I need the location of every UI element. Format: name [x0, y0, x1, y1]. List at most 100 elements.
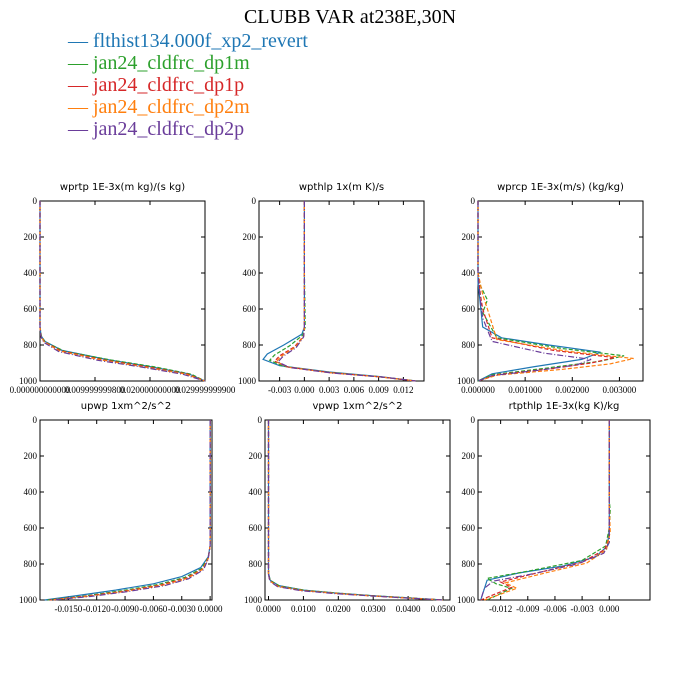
y-tick-label: 1000: [457, 376, 476, 386]
series-line: [47, 420, 211, 601]
legend-label: jan24_cldfrc_dp1p: [93, 74, 245, 96]
series-line: [267, 420, 444, 601]
y-tick-label: 600: [24, 523, 38, 533]
panel-title: upwp 1xm^2/s^2: [81, 401, 171, 412]
y-tick-label: 800: [462, 559, 476, 569]
series-line: [477, 201, 625, 382]
y-tick-label: 1000: [238, 376, 257, 386]
y-tick-label: 0: [471, 415, 476, 425]
chart-panel: rtpthlp 1E-3x(kg K)/kg 0 200 400 600 800 1000 -…: [457, 401, 651, 614]
y-tick-label: 0: [252, 196, 257, 206]
y-tick-label: 200: [24, 232, 38, 242]
x-tick-label: 0.0500: [431, 604, 456, 614]
series-line: [477, 201, 592, 382]
y-tick-label: 200: [24, 451, 38, 461]
x-tick-label: 0.000: [599, 604, 620, 614]
series-line: [277, 201, 416, 382]
series-line: [39, 201, 206, 382]
y-tick-label: 600: [462, 523, 476, 533]
panel-title: rtpthlp 1E-3x(kg K)/kg: [509, 401, 620, 412]
series-line: [268, 201, 416, 382]
legend-label: jan24_cldfrc_dp2p: [93, 118, 245, 140]
panel-title: wpthlp 1x(m K)/s: [299, 182, 384, 193]
figure-title: CLUBB VAR at238E,30N: [243, 6, 457, 28]
legend-label: flthist134.000f_xp2_revert: [93, 30, 308, 52]
y-tick-label: 600: [249, 523, 263, 533]
x-tick-label: -0.0030: [168, 604, 196, 614]
legend: — flthist134.000f_xp2_revert — jan24_cld…: [68, 30, 308, 140]
x-tick-label: 0.0300: [361, 604, 386, 614]
y-tick-label: 1000: [244, 595, 263, 605]
x-tick-label: 0.0000: [198, 604, 223, 614]
y-tick-label: 0: [471, 196, 476, 206]
x-tick-label: 0.002000: [555, 385, 589, 395]
series-line: [53, 420, 211, 601]
legend-item: — jan24_cldfrc_dp2p: [68, 118, 308, 140]
chart-panel: wprtp 1E-3x(m kg)/(s kg) 0 200 400 600 800 100…: [10, 182, 236, 395]
legend-line-icon: —: [68, 96, 88, 118]
panel-frame: [39, 200, 206, 382]
y-tick-label: 0: [33, 196, 38, 206]
series-line: [485, 420, 611, 601]
series-line: [267, 420, 444, 601]
legend-line-icon: —: [68, 30, 88, 52]
y-tick-label: 200: [243, 232, 257, 242]
panel-frame: [258, 200, 425, 382]
series-line: [39, 201, 206, 382]
series-line: [39, 201, 206, 382]
panel-title: wprcp 1E-3x(m/s) (kg/kg): [497, 182, 624, 193]
y-tick-label: 600: [462, 304, 476, 314]
series-line: [39, 201, 206, 382]
legend-line-icon: —: [68, 52, 88, 74]
y-tick-label: 600: [243, 304, 257, 314]
panel-title: vpwp 1xm^2/s^2: [312, 401, 402, 412]
x-tick-label: 0.000000000000: [10, 385, 71, 395]
y-tick-label: 400: [462, 487, 476, 497]
legend-line-icon: —: [68, 74, 88, 96]
x-tick-label: 0.003: [319, 385, 340, 395]
y-tick-label: 200: [462, 451, 476, 461]
x-tick-label: -0.012: [489, 604, 512, 614]
x-tick-label: -0.003: [570, 604, 594, 614]
x-tick-label: 0.009: [369, 385, 390, 395]
series-line: [51, 420, 211, 601]
series-line: [267, 420, 444, 601]
series-line: [267, 420, 444, 601]
y-tick-label: 400: [243, 268, 257, 278]
x-tick-label: 0.0000: [256, 604, 281, 614]
series-line: [477, 201, 601, 382]
x-tick-label: -0.003: [268, 385, 292, 395]
x-tick-label: 0.000: [294, 385, 315, 395]
series-line: [44, 420, 211, 601]
y-tick-label: 400: [249, 487, 263, 497]
series-line: [39, 201, 206, 382]
x-tick-label: 0.009999999800: [65, 385, 126, 395]
y-tick-label: 400: [24, 487, 38, 497]
y-tick-label: 1000: [19, 595, 38, 605]
y-tick-label: 0: [33, 415, 38, 425]
y-tick-label: 800: [462, 340, 476, 350]
x-tick-label: 0.020000000000: [120, 385, 181, 395]
y-tick-label: 0: [258, 415, 263, 425]
y-tick-label: 1000: [457, 595, 476, 605]
x-tick-label: 0.006: [344, 385, 365, 395]
chart-panel: wprcp 1E-3x(m/s) (kg/kg) 0 200 400 600 800 100…: [457, 182, 644, 395]
panel-frame: [39, 419, 213, 601]
x-tick-label: -0.006: [543, 604, 567, 614]
series-line: [480, 420, 610, 601]
series-line: [480, 420, 610, 601]
series-line: [484, 420, 611, 601]
series-line: [262, 201, 416, 382]
series-line: [477, 201, 634, 382]
panel-frame: [477, 419, 651, 601]
x-tick-label: 0.012: [393, 385, 413, 395]
series-line: [267, 420, 444, 601]
panel-title: wprtp 1E-3x(m kg)/(s kg): [60, 182, 185, 193]
x-tick-label: 0.000000: [461, 385, 495, 395]
legend-item: — jan24_cldfrc_dp2m: [68, 96, 308, 118]
legend-item: — jan24_cldfrc_dp1m: [68, 52, 308, 74]
x-tick-label: 0.0100: [291, 604, 316, 614]
series-line: [275, 201, 416, 382]
y-tick-label: 800: [24, 340, 38, 350]
x-tick-label: -0.0060: [140, 604, 168, 614]
